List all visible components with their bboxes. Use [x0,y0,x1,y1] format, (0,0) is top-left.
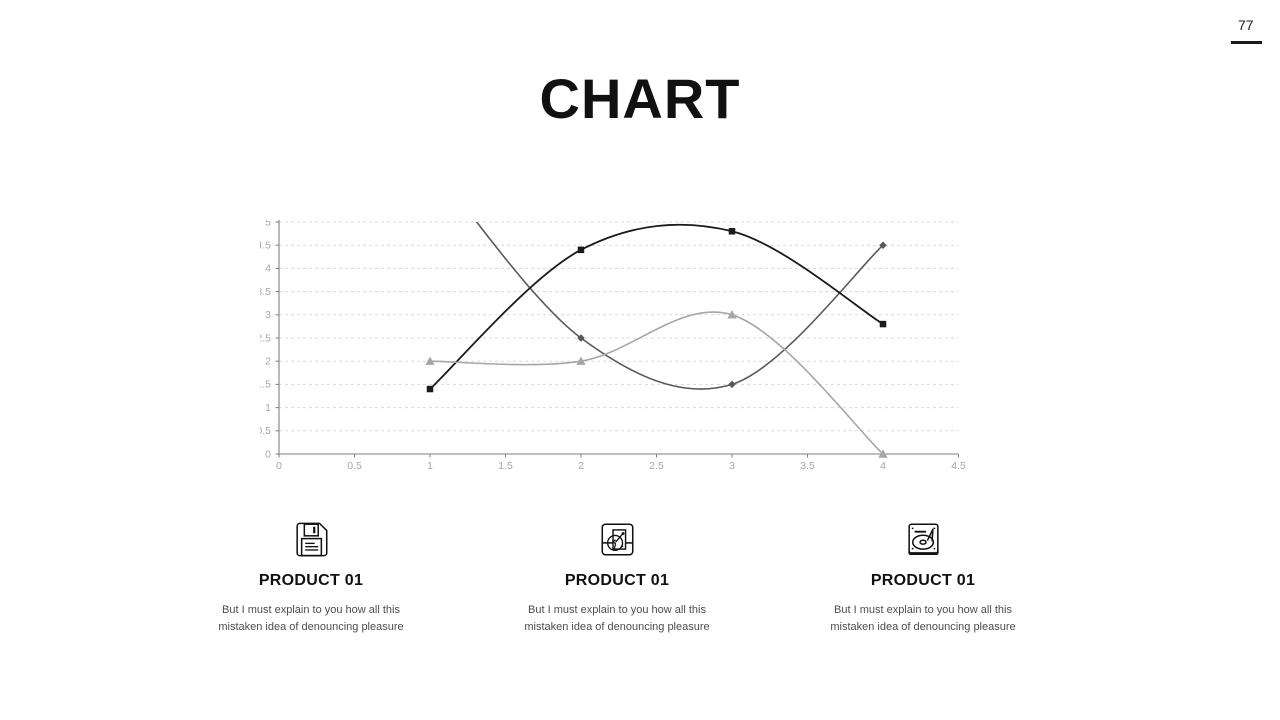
svg-text:4: 4 [880,460,886,472]
svg-text:4: 4 [265,263,271,275]
svg-text:1: 1 [427,460,433,472]
svg-text:3.5: 3.5 [800,460,815,472]
svg-text:2.5: 2.5 [260,332,271,344]
svg-text:2: 2 [265,356,271,368]
svg-text:0: 0 [276,460,282,472]
svg-text:3: 3 [265,309,271,321]
svg-text:2.5: 2.5 [649,460,664,472]
svg-text:4.5: 4.5 [951,460,966,472]
svg-text:1.5: 1.5 [260,379,271,391]
svg-text:0.5: 0.5 [347,460,362,472]
svg-text:3.5: 3.5 [260,286,271,298]
svg-text:1.5: 1.5 [498,460,513,472]
svg-text:0.5: 0.5 [260,425,271,437]
svg-text:3: 3 [729,460,735,472]
svg-text:2: 2 [578,460,584,472]
svg-text:4.5: 4.5 [260,240,271,252]
svg-text:0: 0 [265,448,271,460]
svg-text:1: 1 [265,402,271,414]
svg-text:5: 5 [265,220,271,228]
